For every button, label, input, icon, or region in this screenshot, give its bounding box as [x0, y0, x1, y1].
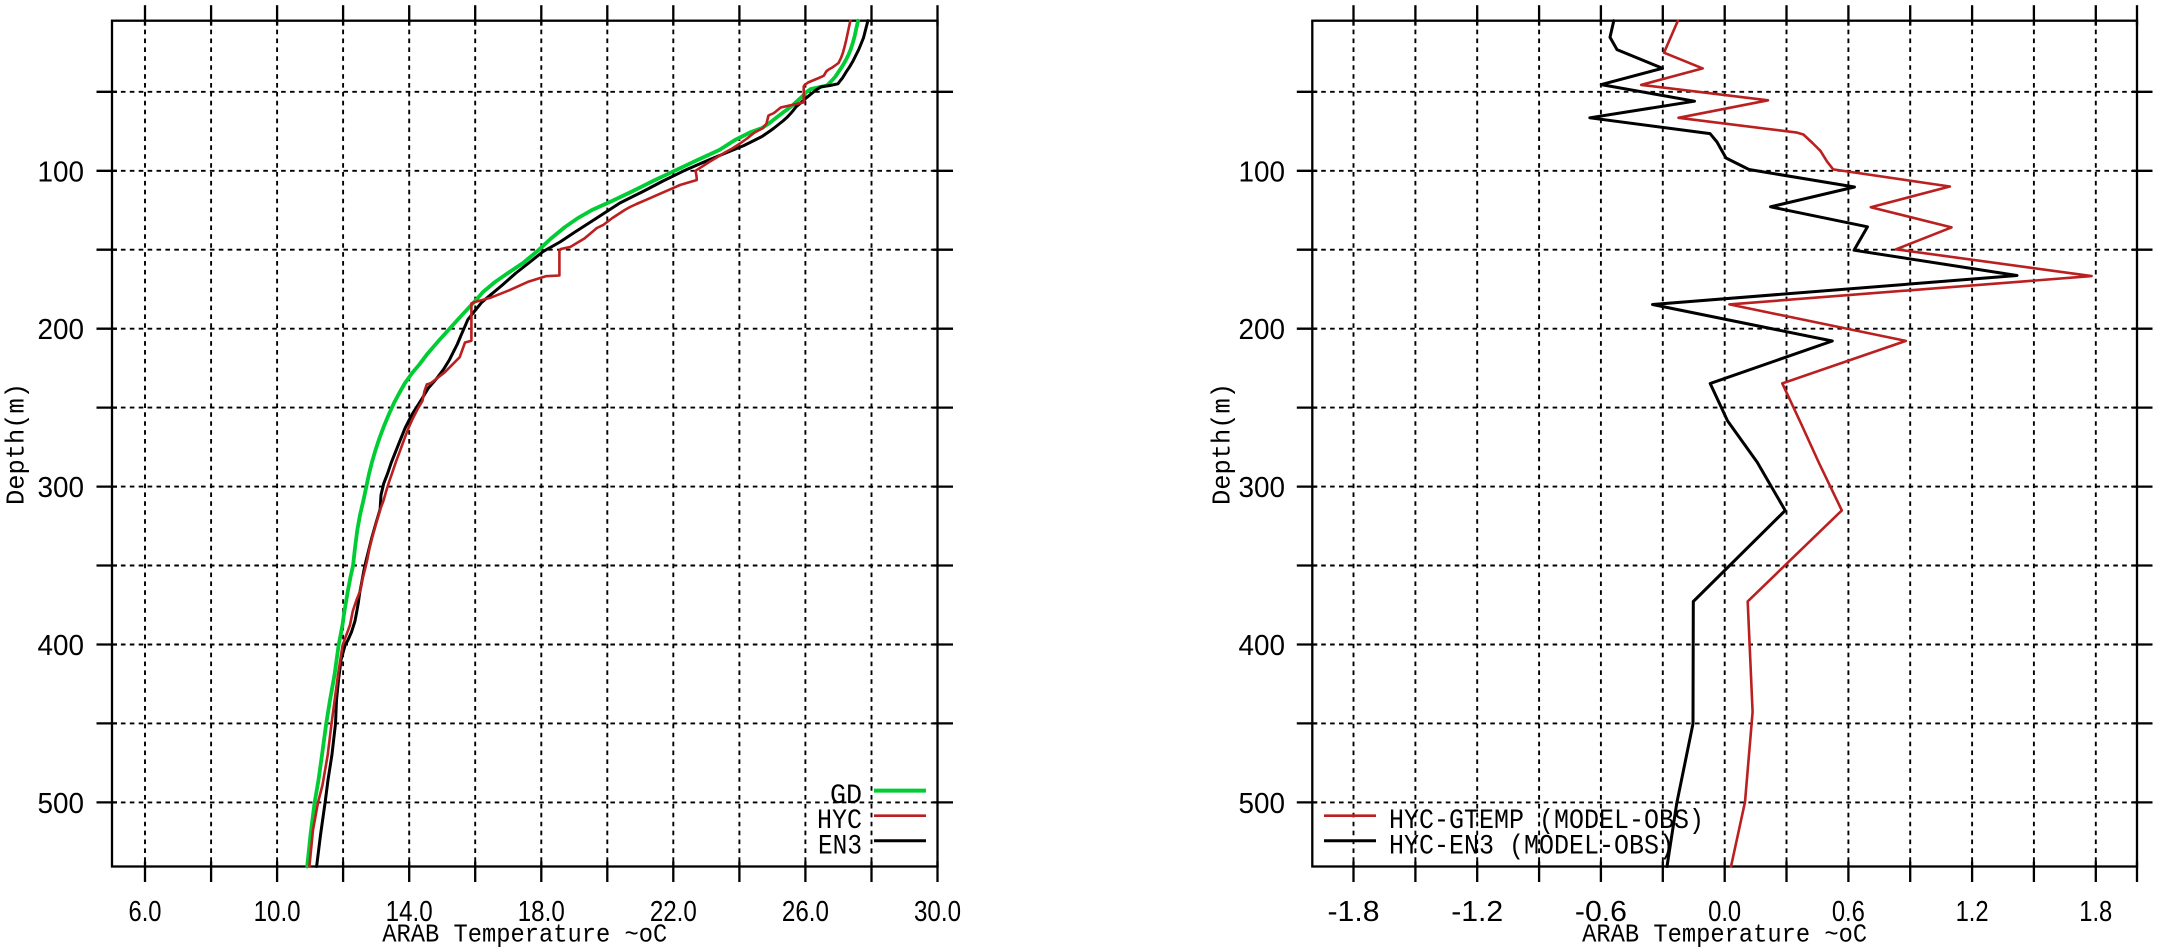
svg-text:200: 200 [1239, 314, 1286, 346]
svg-text:22.0: 22.0 [650, 896, 697, 928]
svg-text:400: 400 [1239, 630, 1286, 662]
svg-text:-1.8: -1.8 [1328, 896, 1380, 928]
svg-text:Depth(m): Depth(m) [2, 383, 32, 505]
svg-text:200: 200 [38, 314, 85, 346]
svg-text:0.6: 0.6 [1832, 896, 1865, 928]
svg-text:500: 500 [1239, 788, 1286, 820]
svg-text:0.0: 0.0 [1708, 896, 1741, 928]
svg-text:HYC: HYC [817, 806, 862, 837]
svg-text:-0.6: -0.6 [1575, 896, 1627, 928]
svg-text:500: 500 [38, 788, 85, 820]
svg-text:100: 100 [38, 156, 85, 188]
svg-text:1.2: 1.2 [1956, 896, 1989, 928]
svg-text:1.8: 1.8 [2079, 896, 2112, 928]
svg-text:10.0: 10.0 [254, 896, 301, 928]
svg-text:300: 300 [1239, 472, 1286, 504]
svg-text:18.0: 18.0 [518, 896, 565, 928]
svg-text:GD: GD [830, 781, 862, 812]
svg-text:HYC-GTEMP (MODEL-OBS): HYC-GTEMP (MODEL-OBS) [1389, 806, 1704, 837]
svg-text:-1.2: -1.2 [1451, 896, 1503, 928]
svg-text:6.0: 6.0 [129, 896, 162, 928]
svg-text:30.0: 30.0 [914, 896, 961, 928]
svg-text:14.0: 14.0 [386, 896, 433, 928]
svg-text:26.0: 26.0 [782, 896, 829, 928]
svg-text:Depth(m): Depth(m) [1208, 383, 1238, 505]
svg-text:ARAB Temperature ~oC: ARAB Temperature ~oC [382, 920, 667, 950]
svg-text:300: 300 [38, 472, 85, 504]
svg-text:400: 400 [38, 630, 85, 662]
svg-text:ARAB Temperature ~oC: ARAB Temperature ~oC [1582, 920, 1867, 950]
svg-text:100: 100 [1239, 156, 1286, 188]
svg-text:HYC-EN3 (MODEL-OBS): HYC-EN3 (MODEL-OBS) [1389, 831, 1674, 862]
svg-text:EN3: EN3 [818, 831, 862, 862]
